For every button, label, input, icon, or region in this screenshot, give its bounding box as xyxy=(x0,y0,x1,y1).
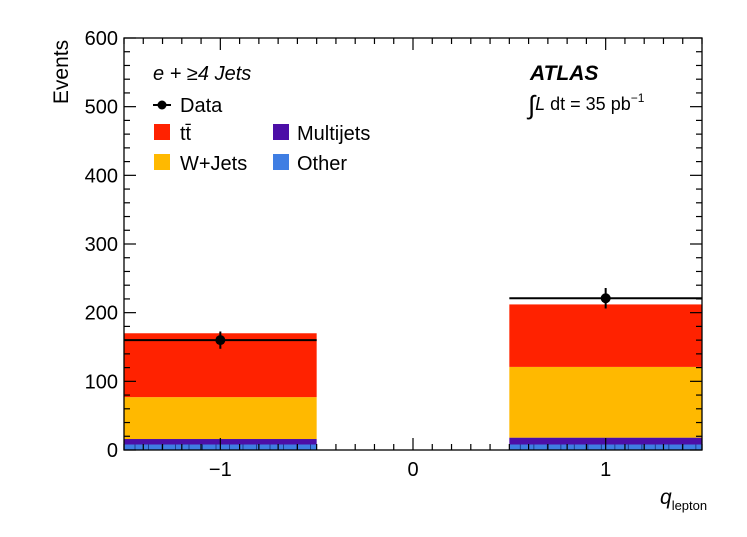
legend-label-data: Data xyxy=(180,95,223,117)
data-point-0 xyxy=(215,335,226,346)
legend: Data tt̄ Multijets W+Jets Other xyxy=(153,95,370,175)
legend-swatch-other xyxy=(273,154,289,170)
legend-label-other: Other xyxy=(297,153,347,175)
y-tick-label: 400 xyxy=(85,165,118,187)
y-tick-label: 200 xyxy=(85,303,118,325)
legend-swatch-ttbar xyxy=(154,124,170,140)
y-axis-label: Events xyxy=(50,40,73,104)
atlas-label: ATLAS xyxy=(529,62,598,85)
legend-swatch-wjets xyxy=(154,154,170,170)
legend-label-ttbar: tt̄ xyxy=(180,123,192,145)
bar-wjets-bin-1 xyxy=(509,366,702,438)
luminosity-label: ∫L dt = 35 pb−1 xyxy=(526,90,645,120)
data-points xyxy=(124,288,702,349)
y-axis: 0 100 200 300 400 500 600 xyxy=(85,28,702,462)
y-tick-label: 300 xyxy=(85,234,118,256)
y-tick-label: 600 xyxy=(85,28,118,50)
bar-wjets-bin-0 xyxy=(124,397,317,440)
x-tick-label: 1 xyxy=(600,459,611,481)
legend-label-wjets: W+Jets xyxy=(180,153,247,175)
x-tick-label: 0 xyxy=(407,459,418,481)
x-tick-label: −1 xyxy=(209,459,232,481)
y-tick-label: 500 xyxy=(85,97,118,119)
legend-data-marker xyxy=(157,100,167,110)
x-axis: −1 0 1 xyxy=(123,38,703,481)
legend-label-multijets: Multijets xyxy=(297,123,370,145)
channel-annotation: e + ≥4 Jets xyxy=(153,63,251,85)
legend-swatch-multijets xyxy=(273,124,289,140)
x-axis-label: qlepton xyxy=(660,486,707,513)
y-tick-label: 100 xyxy=(85,371,118,393)
bar-tt-bin-1 xyxy=(509,304,702,367)
data-point-1 xyxy=(600,293,611,304)
y-tick-label: 0 xyxy=(107,440,118,462)
